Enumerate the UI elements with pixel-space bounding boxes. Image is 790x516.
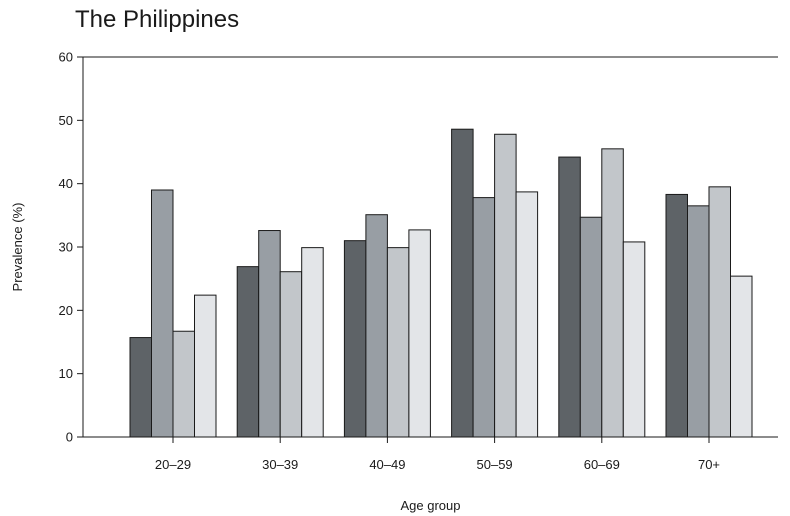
y-tick-label: 30 [59, 240, 73, 255]
bar-70+-s3 [708, 186, 731, 438]
bar-20–29-s4 [194, 294, 217, 438]
chart-title: The Philippines [75, 6, 240, 33]
bar-30–39-s4 [301, 247, 324, 438]
bars [129, 128, 753, 438]
y-tick-label: 40 [59, 176, 73, 191]
y-tick-label: 0 [66, 430, 73, 445]
x-tick-label: 40–49 [369, 457, 405, 472]
bar-60–69-s1 [558, 156, 581, 438]
x-ticks: 20–29 30–39 40–49 50–59 60–69 70+ [155, 437, 720, 472]
y-ticks: 0 10 20 30 40 50 60 [59, 50, 83, 445]
bar-50–59-s1 [451, 128, 474, 438]
y-tick-label: 60 [59, 50, 73, 65]
bar-40–49-s1 [343, 240, 367, 438]
bar-70+-s1 [665, 193, 688, 438]
bar-30–39-s1 [236, 266, 260, 438]
bar-70+-s2 [687, 205, 710, 438]
bar-40–49-s4 [408, 229, 431, 438]
bar-20–29-s2 [151, 189, 174, 438]
x-tick-label: 50–59 [477, 457, 513, 472]
bar-20–29-s3 [172, 330, 195, 438]
x-tick-label: 30–39 [262, 457, 298, 472]
bar-60–69-s2 [579, 216, 603, 438]
bar-30–39-s3 [279, 271, 303, 438]
bar-50–59-s4 [515, 191, 539, 438]
bar-30–39-s2 [258, 230, 281, 438]
bar-60–69-s3 [601, 148, 624, 438]
y-axis-title: Prevalence (%) [10, 203, 25, 292]
bar-40–49-s2 [365, 214, 388, 438]
y-tick-label: 10 [59, 366, 73, 381]
x-tick-label: 20–29 [155, 457, 191, 472]
bar-40–49-s3 [386, 247, 410, 438]
bar-50–59-s2 [472, 197, 496, 438]
bar-70+-s4 [730, 275, 753, 438]
bar-60–69-s4 [622, 241, 646, 438]
y-tick-label: 50 [59, 113, 73, 128]
x-tick-label: 60–69 [584, 457, 620, 472]
y-tick-label: 20 [59, 303, 73, 318]
bar-20–29-s1 [129, 337, 152, 438]
x-axis-title: Age group [401, 498, 461, 513]
x-tick-label: 70+ [698, 457, 720, 472]
bar-50–59-s3 [494, 133, 517, 438]
